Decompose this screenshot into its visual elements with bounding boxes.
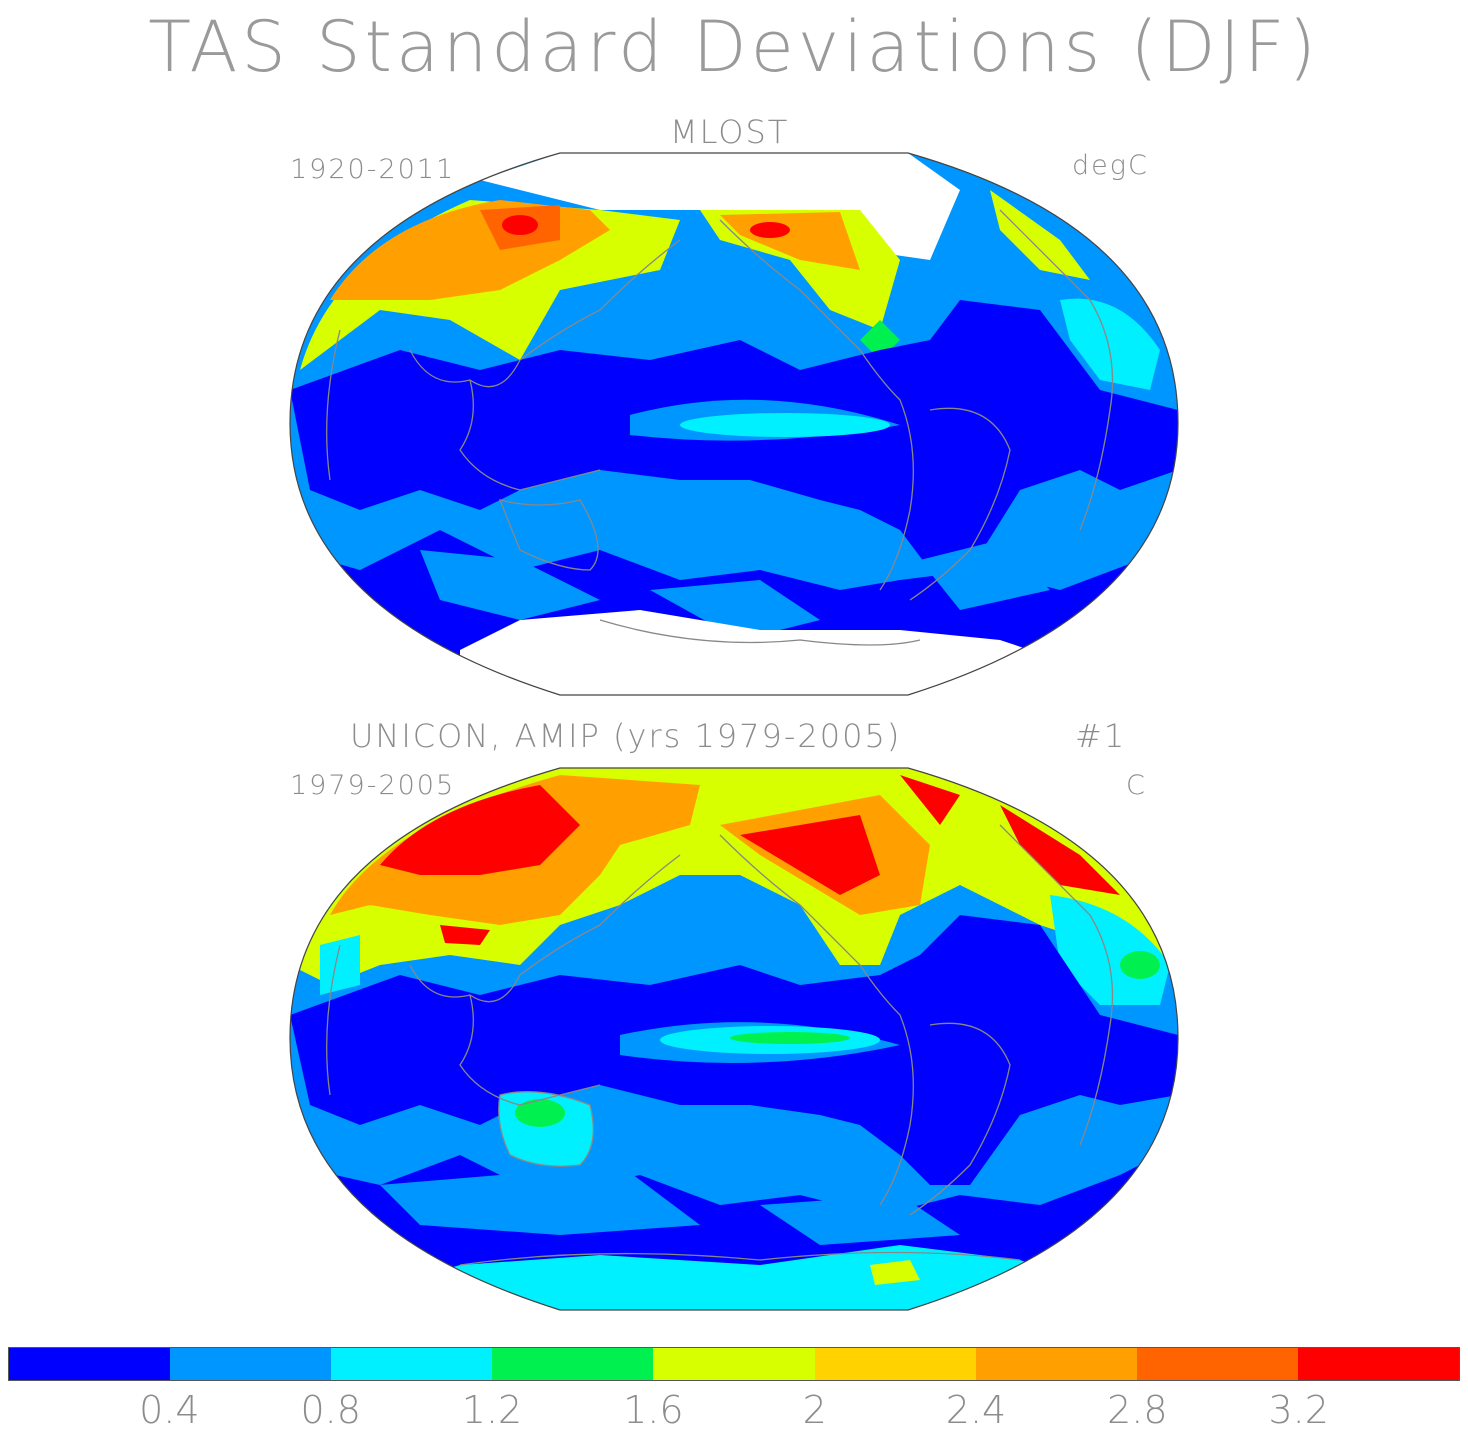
colorbar-segment: [331, 1348, 493, 1380]
namerica-yellow: [700, 210, 900, 330]
main-title: TAS Standard Deviations (DJF): [148, 6, 1320, 88]
map-panel-mlost: [289, 152, 1179, 696]
panel2-units: C: [1126, 770, 1147, 801]
colorbar-tick-label: 3.2: [1268, 1388, 1329, 1432]
panel1-units: degC: [1072, 150, 1149, 181]
panel2-period: 1979-2005: [290, 770, 456, 801]
map-panel-unicon: [289, 767, 1179, 1311]
panel2-tag: #1: [1075, 717, 1127, 755]
colorbar-segment: [814, 1348, 976, 1380]
colorbar-segment: [492, 1348, 654, 1380]
colorbar: [8, 1347, 1460, 1381]
colorbar-tick-label: 2.4: [945, 1388, 1007, 1432]
colorbar-segment: [170, 1348, 332, 1380]
panel1-title: MLOST: [670, 113, 790, 151]
panel2-title: UNICON, AMIP (yrs 1979-2005): [350, 717, 902, 755]
colorbar-segment: [1297, 1348, 1459, 1380]
colorbar-tick-label: 1.6: [623, 1388, 684, 1432]
colorbar-segment: [9, 1348, 171, 1380]
colorbar-tick-label: 2.8: [1107, 1388, 1168, 1432]
colorbar-segment: [1136, 1348, 1298, 1380]
colorbar-tick-label: 1.2: [461, 1388, 523, 1432]
colorbar-tick-label: 2: [802, 1388, 827, 1432]
colorbar-tick-label: 0.4: [139, 1388, 200, 1432]
colorbar-tick-label: 0.8: [300, 1388, 361, 1432]
colorbar-segment: [653, 1348, 815, 1380]
panel1-period: 1920-2011: [290, 154, 456, 185]
colorbar-segment: [975, 1348, 1137, 1380]
